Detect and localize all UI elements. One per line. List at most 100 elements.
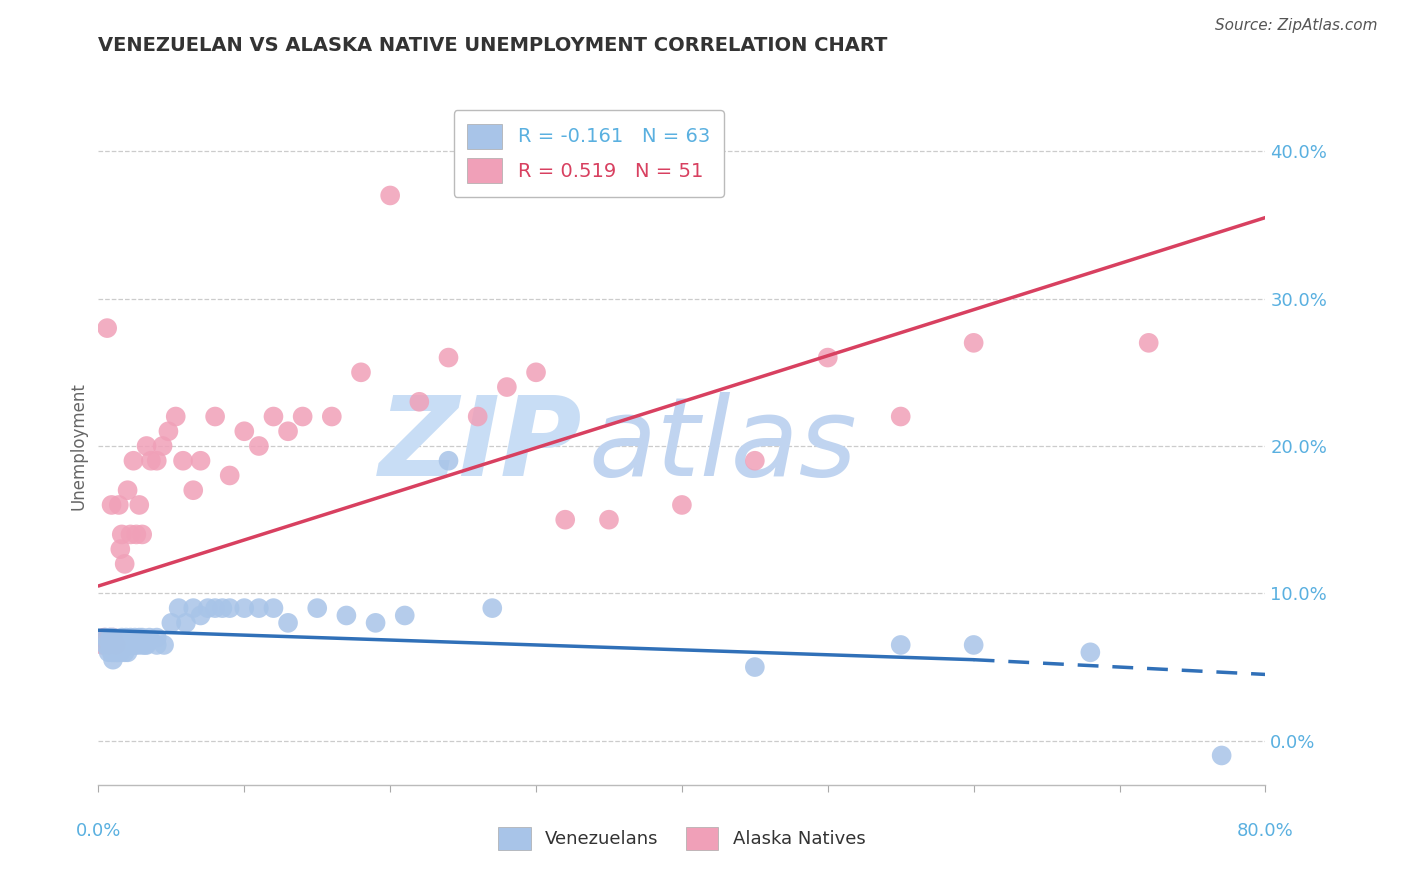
Point	[394, 608, 416, 623]
Point	[94, 638, 117, 652]
Point	[121, 638, 143, 652]
Point	[350, 365, 373, 379]
Point	[204, 409, 226, 424]
Point	[110, 638, 132, 652]
Point	[101, 645, 124, 659]
Point	[101, 638, 124, 652]
Text: ZIP: ZIP	[380, 392, 582, 500]
Point	[277, 424, 299, 438]
Point	[962, 638, 984, 652]
Point	[131, 527, 153, 541]
Point	[110, 542, 132, 557]
Legend: Venezuelans, Alaska Natives: Venezuelans, Alaska Natives	[491, 820, 873, 857]
Point	[181, 601, 204, 615]
Text: VENEZUELAN VS ALASKA NATIVE UNEMPLOYMENT CORRELATION CHART: VENEZUELAN VS ALASKA NATIVE UNEMPLOYMENT…	[98, 36, 887, 54]
Point	[247, 439, 270, 453]
Text: 80.0%: 80.0%	[1237, 822, 1294, 839]
Point	[598, 513, 620, 527]
Point	[93, 631, 115, 645]
Point	[134, 638, 156, 652]
Point	[146, 631, 169, 645]
Point	[962, 335, 984, 350]
Point	[124, 631, 146, 645]
Point	[120, 527, 142, 541]
Point	[98, 631, 121, 645]
Point	[408, 394, 430, 409]
Point	[146, 454, 169, 468]
Point	[335, 608, 357, 623]
Point	[114, 645, 136, 659]
Point	[101, 653, 124, 667]
Point	[91, 638, 114, 652]
Point	[380, 188, 402, 202]
Point	[94, 633, 117, 648]
Point	[190, 454, 212, 468]
Point	[204, 601, 226, 615]
Point	[105, 645, 128, 659]
Text: Source: ZipAtlas.com: Source: ZipAtlas.com	[1215, 18, 1378, 33]
Point	[108, 638, 131, 652]
Point	[554, 513, 576, 527]
Point	[181, 483, 204, 498]
Point	[98, 638, 121, 652]
Point	[138, 631, 160, 645]
Point	[233, 424, 256, 438]
Point	[262, 409, 284, 424]
Point	[131, 631, 153, 645]
Point	[291, 409, 314, 424]
Point	[98, 631, 121, 645]
Point	[1080, 645, 1102, 659]
Point	[101, 631, 124, 645]
Point	[139, 454, 162, 468]
Point	[97, 638, 120, 652]
Point	[100, 645, 122, 659]
Point	[481, 601, 503, 615]
Text: atlas: atlas	[589, 392, 858, 500]
Point	[108, 498, 131, 512]
Point	[247, 601, 270, 615]
Point	[112, 638, 135, 652]
Point	[124, 638, 146, 652]
Point	[153, 638, 176, 652]
Point	[817, 351, 839, 365]
Point	[307, 601, 329, 615]
Point	[496, 380, 519, 394]
Y-axis label: Unemployment: Unemployment	[69, 382, 87, 510]
Text: 0.0%: 0.0%	[76, 822, 121, 839]
Point	[146, 638, 169, 652]
Point	[96, 321, 118, 335]
Point	[167, 601, 190, 615]
Point	[172, 454, 194, 468]
Point	[160, 615, 183, 630]
Point	[174, 615, 197, 630]
Point	[165, 409, 187, 424]
Point	[211, 601, 233, 615]
Point	[152, 439, 174, 453]
Point	[127, 638, 149, 652]
Point	[111, 527, 134, 541]
Point	[744, 660, 766, 674]
Point	[467, 409, 489, 424]
Point	[94, 631, 117, 645]
Point	[197, 601, 219, 615]
Point	[190, 608, 212, 623]
Point	[890, 638, 912, 652]
Point	[115, 631, 138, 645]
Point	[128, 631, 150, 645]
Point	[135, 638, 157, 652]
Point	[128, 498, 150, 512]
Point	[125, 527, 148, 541]
Point	[218, 601, 240, 615]
Point	[104, 645, 127, 659]
Point	[277, 615, 299, 630]
Point	[157, 424, 180, 438]
Point	[104, 638, 127, 652]
Point	[117, 483, 139, 498]
Point	[135, 439, 157, 453]
Point	[114, 638, 136, 652]
Point	[117, 645, 139, 659]
Point	[122, 454, 145, 468]
Point	[218, 468, 240, 483]
Point	[118, 638, 141, 652]
Point	[524, 365, 547, 379]
